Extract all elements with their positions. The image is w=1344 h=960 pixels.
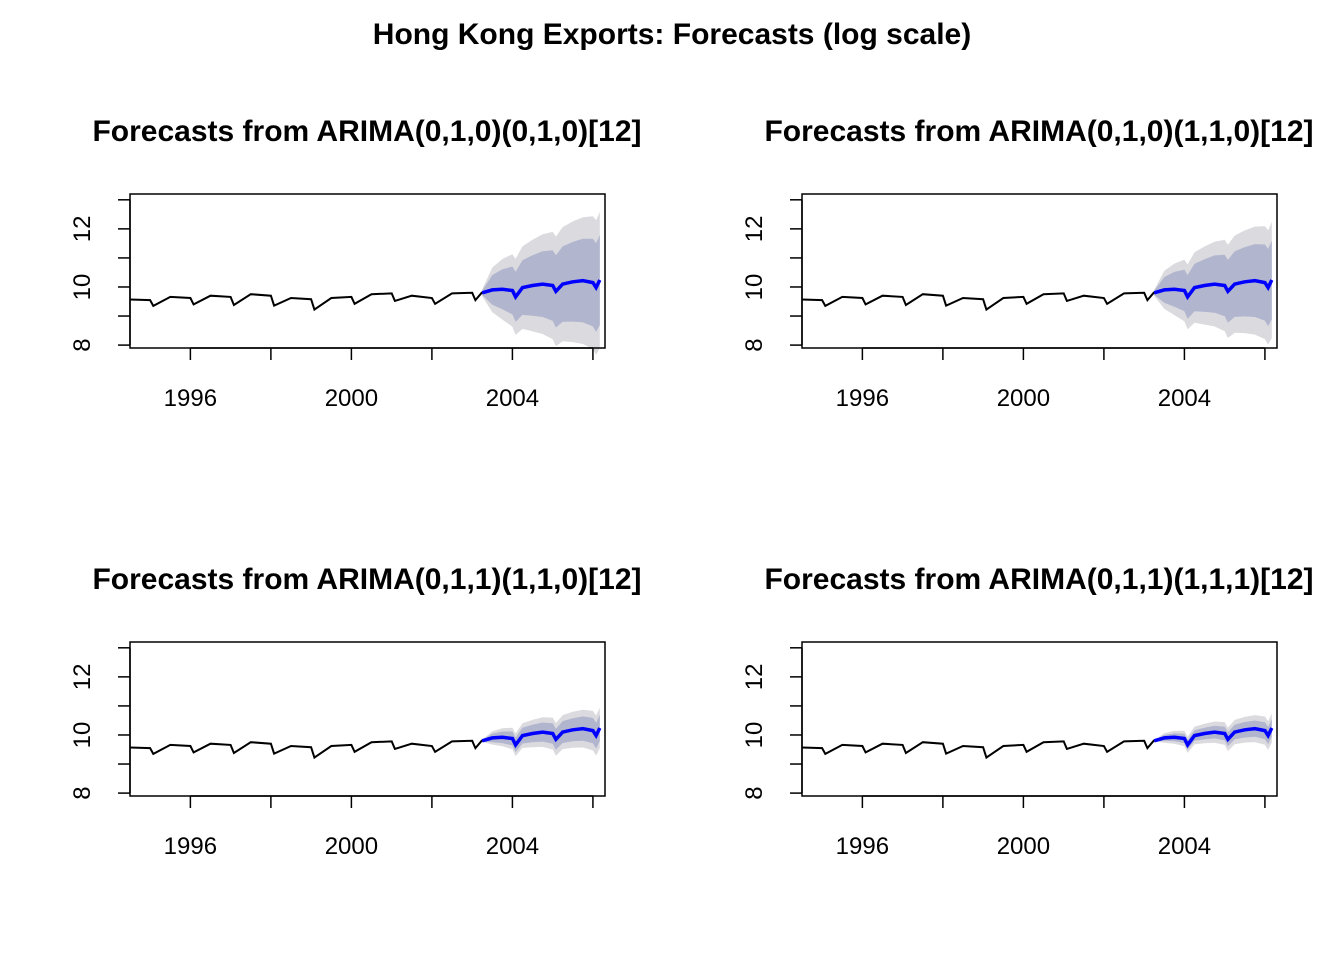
panel-1: Forecasts from ARIMA(0,1,0)(0,1,0)[12] 1… — [69, 115, 642, 412]
y-tick-label: 10 — [741, 274, 768, 301]
panel-3-plot: 1996 2000 2004 8 10 12 — [69, 641, 606, 860]
panel-4-title: Forecasts from ARIMA(0,1,1)(1,1,1)[12] — [764, 563, 1313, 596]
x-tick-label: 2000 — [325, 833, 378, 860]
forecast-mean-line — [1153, 726, 1274, 749]
y-tick-label: 10 — [741, 722, 768, 749]
y-tick-label: 10 — [69, 722, 96, 749]
history-series-line — [129, 739, 483, 760]
y-tick-label: 10 — [69, 274, 96, 301]
panel-3-title: Forecasts from ARIMA(0,1,1)(1,1,0)[12] — [92, 563, 641, 596]
y-tick-label: 8 — [741, 786, 768, 799]
x-tick-label: 2000 — [997, 385, 1050, 412]
history-series-line — [801, 739, 1155, 760]
x-tick-label: 2004 — [486, 385, 539, 412]
plot-frame — [801, 641, 1278, 797]
x-tick-label: 1996 — [836, 833, 889, 860]
y-tick-label: 8 — [741, 338, 768, 351]
plot-frame — [129, 641, 606, 797]
panel-1-title: Forecasts from ARIMA(0,1,0)(0,1,0)[12] — [92, 115, 641, 148]
x-tick-label: 2004 — [486, 833, 539, 860]
panel-3: Forecasts from ARIMA(0,1,1)(1,1,0)[12] 1… — [69, 563, 642, 860]
panel-4-plot: 1996 2000 2004 8 10 12 — [741, 641, 1278, 860]
x-tick-label: 1996 — [164, 385, 217, 412]
figure-title: Hong Kong Exports: Forecasts (log scale) — [373, 18, 971, 51]
history-series-line — [129, 291, 483, 312]
panel-1-plot: 1996 2000 2004 8 10 12 — [69, 193, 606, 412]
y-tick-label: 12 — [741, 664, 768, 691]
x-tick-label: 2000 — [325, 385, 378, 412]
forecast-mean-line — [481, 726, 602, 749]
y-tick-label: 12 — [69, 664, 96, 691]
y-tick-label: 8 — [69, 338, 96, 351]
forecast-mean-line — [1153, 278, 1274, 301]
history-series-line — [801, 291, 1155, 312]
panel-4: Forecasts from ARIMA(0,1,1)(1,1,1)[12] 1… — [741, 563, 1314, 860]
x-tick-label: 2004 — [1158, 833, 1211, 860]
x-tick-label: 2004 — [1158, 385, 1211, 412]
y-tick-label: 12 — [741, 216, 768, 243]
x-tick-label: 1996 — [164, 833, 217, 860]
panel-2-plot: 1996 2000 2004 8 10 12 — [741, 193, 1278, 412]
x-tick-label: 2000 — [997, 833, 1050, 860]
pi80-band — [1154, 719, 1272, 750]
x-tick-label: 1996 — [836, 385, 889, 412]
y-tick-label: 12 — [69, 216, 96, 243]
y-tick-label: 8 — [69, 786, 96, 799]
panel-2: Forecasts from ARIMA(0,1,0)(1,1,0)[12] 1… — [741, 115, 1314, 412]
panel-2-title: Forecasts from ARIMA(0,1,0)(1,1,0)[12] — [764, 115, 1313, 148]
forecast-mean-line — [481, 278, 602, 301]
